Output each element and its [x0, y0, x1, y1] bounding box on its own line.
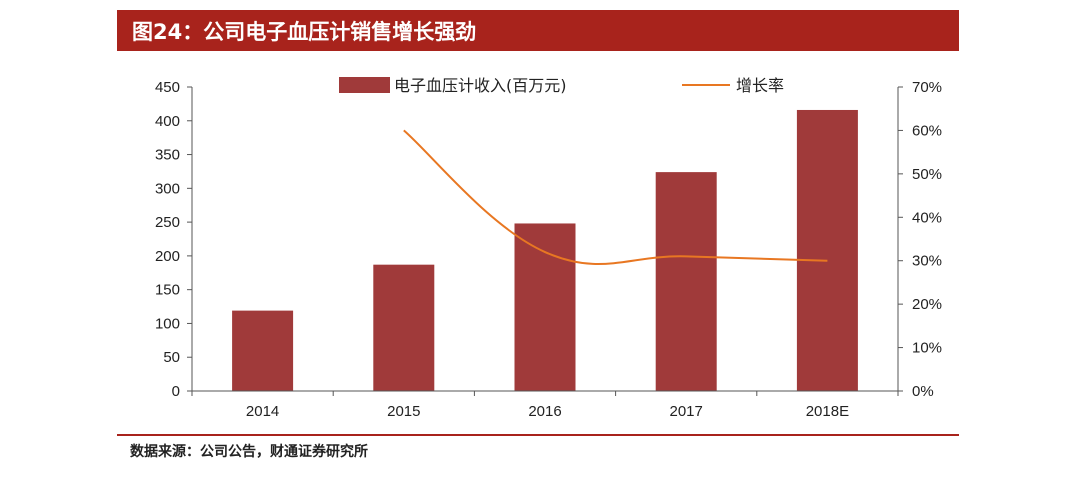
x-tick-label: 2016	[528, 403, 561, 420]
left-tick-label: 150	[155, 282, 180, 299]
growth-rate-line	[403, 129, 828, 265]
bar-2014	[232, 310, 294, 391]
left-tick-label: 300	[155, 180, 180, 197]
footer-rule	[117, 434, 959, 436]
chart-title: 图24：公司电子血压计销售增长强劲	[132, 19, 477, 44]
bar-2017	[655, 172, 717, 391]
right-tick-label: 20%	[912, 296, 942, 313]
right-tick-label: 70%	[912, 79, 942, 96]
legend-line-label: 增长率	[736, 76, 784, 95]
right-tick-label: 30%	[912, 253, 942, 270]
axes-layer: 0 50 100 150 200 250 300 350 400 450 0% 10% 20% 30% 40…	[155, 79, 942, 420]
right-tick-label: 60%	[912, 122, 942, 139]
legend-bar-swatch	[339, 77, 390, 93]
left-tick-label: 400	[155, 113, 180, 130]
title-bar: 图24：公司电子血压计销售增长强劲	[117, 10, 959, 51]
x-tick-label: 2015	[387, 403, 420, 420]
legend-bar-label: 电子血压计收入(百万元)	[394, 76, 567, 95]
source-note: 数据来源：公司公告，财通证券研究所	[130, 444, 368, 460]
line-layer	[403, 129, 828, 265]
left-tick-label: 100	[155, 315, 180, 332]
left-tick-label: 50	[163, 349, 180, 366]
bar-2015	[373, 264, 435, 391]
legend: 电子血压计收入(百万元) 增长率	[339, 76, 784, 95]
bars-layer	[232, 109, 858, 392]
right-tick-label: 0%	[912, 383, 934, 400]
right-tick-label: 10%	[912, 340, 942, 357]
bar-2016	[514, 223, 576, 391]
x-tick-label: 2018E	[806, 403, 849, 420]
left-tick-label: 350	[155, 147, 180, 164]
left-tick-label: 250	[155, 214, 180, 231]
right-tick-label: 40%	[912, 209, 942, 226]
x-tick-label: 2017	[670, 403, 703, 420]
right-tick-label: 50%	[912, 166, 942, 183]
bar-2018E	[796, 109, 858, 392]
left-tick-label: 200	[155, 248, 180, 265]
left-tick-label: 450	[155, 79, 180, 96]
x-tick-label: 2014	[246, 403, 279, 420]
left-tick-label: 0	[172, 383, 180, 400]
